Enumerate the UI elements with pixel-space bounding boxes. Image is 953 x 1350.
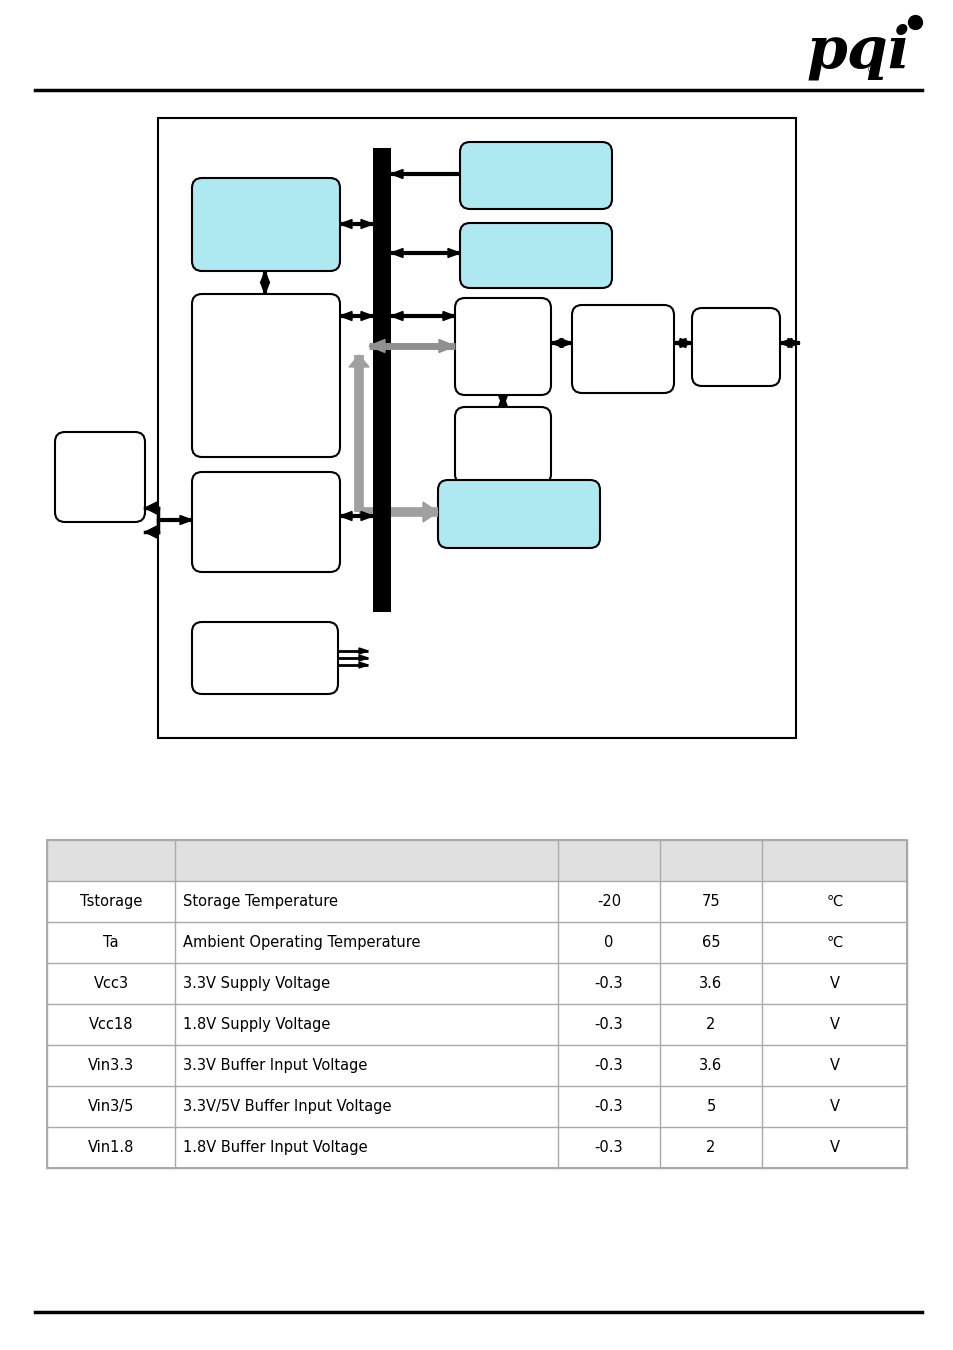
FancyBboxPatch shape: [437, 481, 599, 548]
Polygon shape: [358, 648, 368, 653]
Text: 2: 2: [705, 1017, 715, 1031]
Text: -0.3: -0.3: [594, 1099, 622, 1114]
FancyBboxPatch shape: [192, 472, 339, 572]
Text: V: V: [828, 1139, 839, 1156]
Text: 3.3V Supply Voltage: 3.3V Supply Voltage: [183, 976, 330, 991]
Text: Vcc3: Vcc3: [93, 976, 129, 991]
Text: Ta: Ta: [103, 936, 119, 950]
FancyBboxPatch shape: [459, 142, 612, 209]
Text: 75: 75: [701, 894, 720, 909]
Text: 1.8V Supply Voltage: 1.8V Supply Voltage: [183, 1017, 330, 1031]
Text: ℃: ℃: [825, 894, 841, 909]
Text: Vcc18: Vcc18: [89, 1017, 133, 1031]
Text: -0.3: -0.3: [594, 1017, 622, 1031]
Text: 3.6: 3.6: [699, 1058, 721, 1073]
Polygon shape: [358, 655, 368, 662]
Bar: [47, 840, 906, 1168]
Polygon shape: [498, 396, 507, 406]
Text: V: V: [828, 976, 839, 991]
Polygon shape: [145, 502, 157, 514]
Text: Vin3/5: Vin3/5: [88, 1099, 134, 1114]
Text: 65: 65: [701, 936, 720, 950]
Text: ℃: ℃: [825, 936, 841, 950]
Text: 5: 5: [705, 1099, 715, 1114]
Text: 3.3V Buffer Input Voltage: 3.3V Buffer Input Voltage: [183, 1058, 367, 1073]
Bar: [373, 148, 391, 612]
Polygon shape: [673, 339, 685, 347]
Polygon shape: [787, 339, 800, 347]
Polygon shape: [339, 512, 352, 521]
Text: Vin3.3: Vin3.3: [88, 1058, 134, 1073]
Text: V: V: [828, 1058, 839, 1073]
Polygon shape: [349, 355, 369, 367]
Polygon shape: [260, 271, 269, 284]
FancyBboxPatch shape: [55, 432, 145, 522]
Text: 2: 2: [705, 1139, 715, 1156]
Text: V: V: [828, 1099, 839, 1114]
Bar: [158, 117, 795, 738]
Polygon shape: [448, 248, 459, 258]
Text: -20: -20: [597, 894, 620, 909]
FancyBboxPatch shape: [572, 305, 673, 393]
Polygon shape: [559, 339, 572, 347]
Polygon shape: [551, 339, 562, 347]
Polygon shape: [180, 516, 192, 525]
Polygon shape: [679, 339, 691, 347]
Polygon shape: [422, 502, 437, 522]
Polygon shape: [369, 339, 385, 352]
Text: -0.3: -0.3: [594, 1058, 622, 1073]
Text: Tstorage: Tstorage: [80, 894, 142, 909]
FancyBboxPatch shape: [459, 223, 612, 288]
Polygon shape: [360, 512, 373, 521]
Polygon shape: [438, 339, 455, 352]
FancyBboxPatch shape: [455, 298, 551, 396]
Text: -0.3: -0.3: [594, 976, 622, 991]
Polygon shape: [339, 220, 352, 228]
Polygon shape: [360, 312, 373, 320]
Polygon shape: [358, 662, 368, 668]
Polygon shape: [360, 220, 373, 228]
Polygon shape: [339, 312, 352, 320]
FancyBboxPatch shape: [455, 406, 551, 485]
Polygon shape: [391, 170, 402, 178]
Text: Vin1.8: Vin1.8: [88, 1139, 134, 1156]
Polygon shape: [391, 248, 402, 258]
FancyBboxPatch shape: [192, 622, 337, 694]
FancyBboxPatch shape: [192, 178, 339, 271]
Text: pqi: pqi: [805, 24, 909, 80]
Polygon shape: [145, 526, 157, 539]
Text: 0: 0: [603, 936, 613, 950]
Text: Storage Temperature: Storage Temperature: [183, 894, 337, 909]
Text: Ambient Operating Temperature: Ambient Operating Temperature: [183, 936, 420, 950]
Bar: [47, 840, 906, 882]
FancyBboxPatch shape: [192, 294, 339, 458]
Text: 3.6: 3.6: [699, 976, 721, 991]
Polygon shape: [442, 312, 455, 320]
Polygon shape: [260, 282, 269, 294]
Polygon shape: [391, 312, 402, 320]
Polygon shape: [780, 339, 791, 347]
FancyBboxPatch shape: [691, 308, 780, 386]
Text: ®: ®: [866, 65, 876, 76]
Text: V: V: [828, 1017, 839, 1031]
Text: 3.3V/5V Buffer Input Voltage: 3.3V/5V Buffer Input Voltage: [183, 1099, 391, 1114]
Polygon shape: [498, 396, 507, 406]
Text: -0.3: -0.3: [594, 1139, 622, 1156]
Text: 1.8V Buffer Input Voltage: 1.8V Buffer Input Voltage: [183, 1139, 367, 1156]
